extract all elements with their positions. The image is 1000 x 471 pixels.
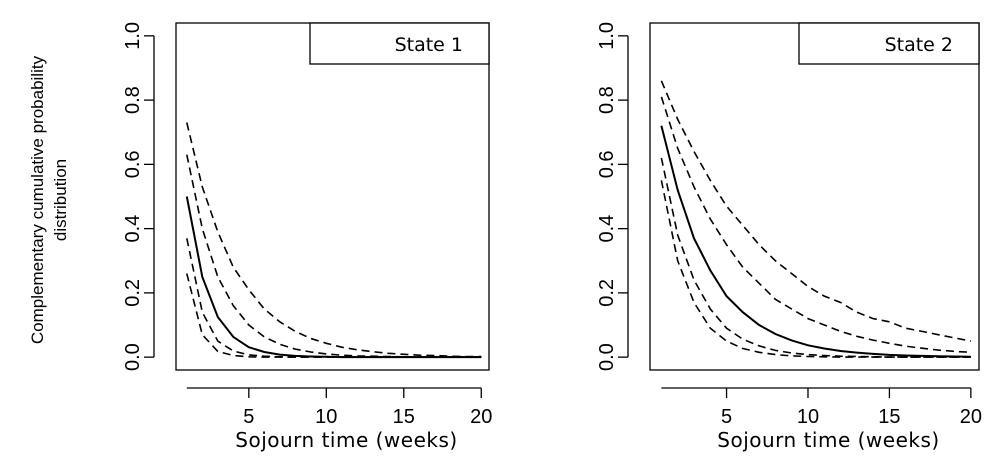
legend-box bbox=[798, 22, 980, 65]
x-tick-label: 10 bbox=[315, 406, 337, 428]
series-line-solid-1 bbox=[660, 125, 971, 358]
series-line-dashed-4 bbox=[660, 157, 971, 358]
state-2-panel: 0.0 0.2 0.4 0.6 0.8 1.0 5 10 15 20 Sojourn time (w… bbox=[596, 22, 982, 452]
legend-box bbox=[309, 22, 490, 65]
y-tick-label: 0.6 bbox=[596, 150, 618, 178]
y-tick-label: 0.2 bbox=[122, 279, 144, 307]
y-tick-label: 0.8 bbox=[122, 86, 144, 114]
plot-frame bbox=[175, 22, 490, 371]
series-line-dashed-2 bbox=[186, 122, 482, 358]
y-tick-label: 0.4 bbox=[122, 215, 144, 243]
x-tick-label: 10 bbox=[797, 406, 819, 428]
x-tick-label: 15 bbox=[393, 406, 415, 428]
x-tick-label: 20 bbox=[960, 406, 982, 428]
y-tick-label: 0.6 bbox=[122, 150, 144, 178]
x-axis-title: Sojourn time (weeks) bbox=[717, 428, 939, 452]
y-axis-title-line-2: distribution bbox=[51, 159, 70, 241]
legend-label: State 1 bbox=[395, 34, 463, 56]
series-line-dashed-3 bbox=[660, 96, 971, 354]
legend: State 1 bbox=[309, 22, 490, 65]
y-tick-label: 0.0 bbox=[122, 343, 144, 371]
legend-label: State 2 bbox=[885, 34, 953, 56]
series-line-dashed-3 bbox=[186, 154, 482, 358]
series-line-dashed-2 bbox=[660, 80, 972, 342]
y-tick-label: 0.0 bbox=[596, 343, 618, 371]
y-tick-label: 0.2 bbox=[596, 279, 618, 307]
series-line-solid-1 bbox=[185, 196, 482, 359]
series-line-dashed-5 bbox=[660, 180, 971, 358]
y-tick-label: 0.8 bbox=[596, 86, 618, 114]
x-tick-label: 15 bbox=[878, 406, 900, 428]
state-1-panel: 0.0 0.2 0.4 0.6 0.8 1.0 5 10 15 20 Sojourn time (w… bbox=[122, 22, 492, 452]
x-tick-label: 5 bbox=[243, 406, 254, 428]
series-line-dashed-4 bbox=[186, 238, 482, 358]
x-axis-title: Sojourn time (weeks) bbox=[235, 428, 457, 452]
x-tick-label: 20 bbox=[470, 406, 492, 428]
y-tick-label: 0.4 bbox=[596, 215, 618, 243]
y-tick-label: 1.0 bbox=[596, 22, 618, 50]
series-line-dashed-5 bbox=[186, 273, 482, 358]
legend: State 2 bbox=[798, 22, 980, 65]
y-axis-title-line-1: Complementary cumulative probability bbox=[28, 55, 47, 344]
x-tick-label: 5 bbox=[721, 406, 732, 428]
y-tick-label: 1.0 bbox=[122, 22, 144, 50]
